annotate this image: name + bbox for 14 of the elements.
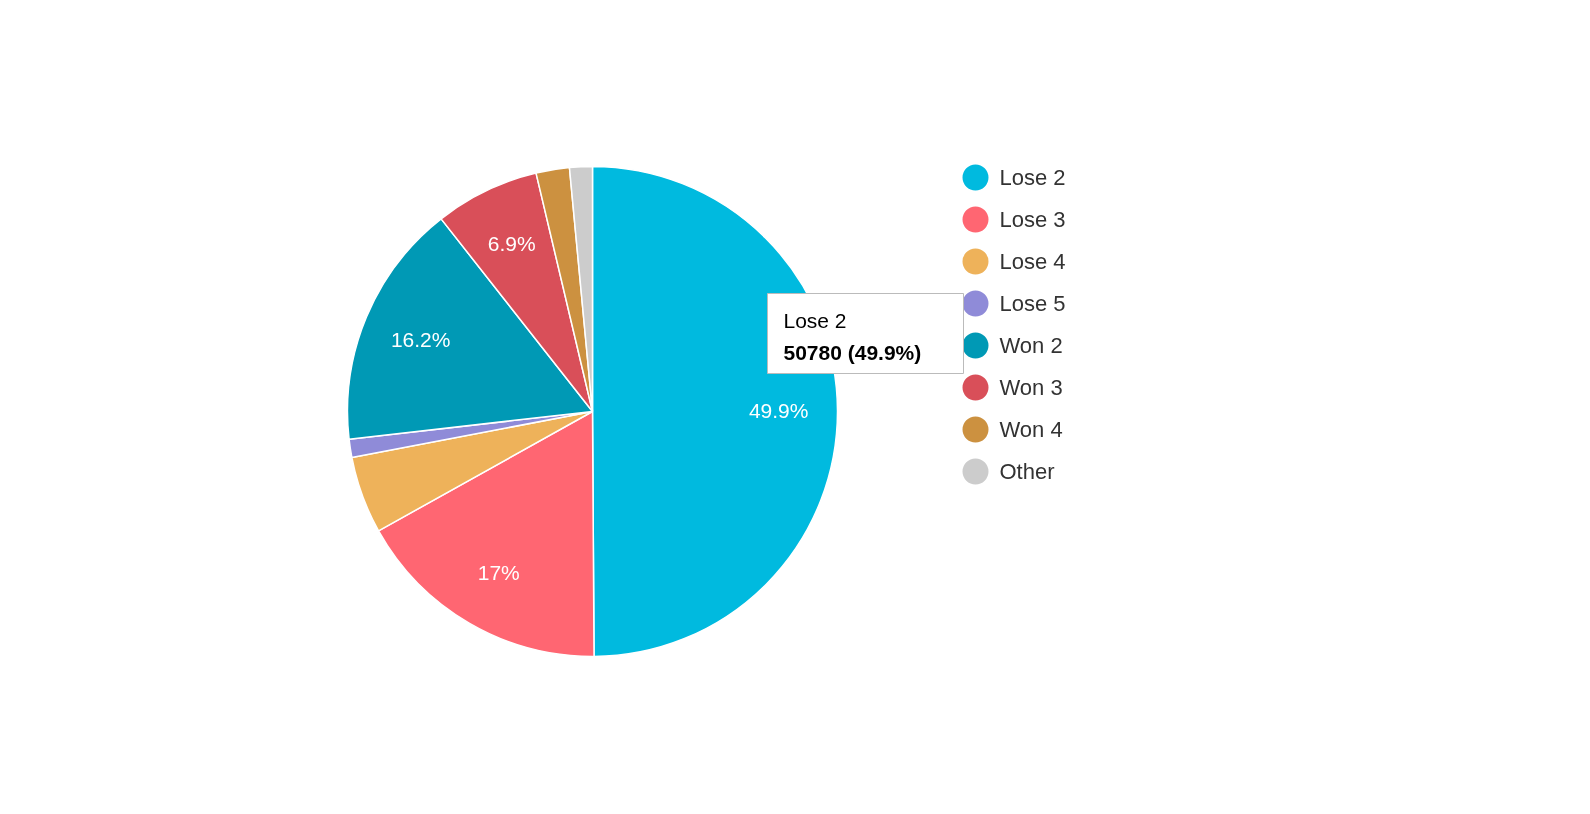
text: 50780 (49.9%): [783, 341, 922, 364]
text: Lose 2: [783, 309, 847, 332]
legend-label: Lose 3: [999, 207, 1066, 232]
legend-label: Lose 5: [999, 291, 1066, 316]
legend-label: Lose 4: [999, 249, 1066, 274]
legend-label: Other: [999, 459, 1055, 484]
legend-label: Lose 2: [999, 165, 1066, 190]
legend-label: Won 3: [999, 375, 1063, 400]
data-label: 17%: [477, 560, 520, 584]
legend-label: Won 4: [999, 417, 1063, 442]
legend-label: Won 2: [999, 333, 1063, 358]
data-label: 16.2%: [390, 328, 451, 352]
data-label: 6.9%: [487, 232, 536, 256]
data-label: 49.9%: [748, 399, 809, 423]
